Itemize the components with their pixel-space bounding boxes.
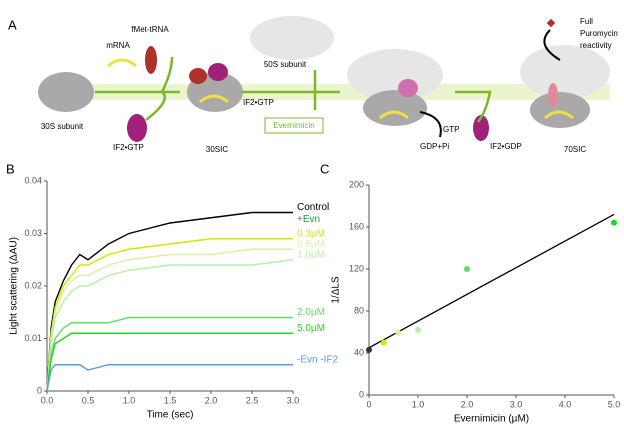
- ribosome-30s: [38, 72, 94, 112]
- y-tick-label: 160: [349, 221, 364, 231]
- diagram-label: fMet-tRNA: [131, 25, 169, 34]
- diagram-label: GDP+Pi: [420, 142, 449, 151]
- y-tick-label: 0.04: [24, 175, 42, 185]
- y-tick-label: 80: [354, 305, 364, 315]
- ribosome-50s: [250, 16, 334, 60]
- line: [46, 259, 294, 392]
- x-tick-label: 1.5: [164, 395, 177, 405]
- diagram-label: 30SIC: [206, 145, 228, 154]
- mrna-icon: [544, 110, 574, 120]
- diagram-label: IF2•GTP: [243, 98, 274, 107]
- point: [464, 266, 470, 272]
- x-tick-label: 2.0: [461, 399, 474, 409]
- x-tick-label: 3.0: [510, 399, 523, 409]
- panel-label: A: [8, 17, 17, 32]
- y-tick-label: 0.01: [24, 333, 42, 343]
- x-axis-label: Time (sec): [147, 410, 194, 421]
- y-tick-label: 0.02: [24, 280, 42, 290]
- trna-icon: [548, 83, 558, 107]
- line: [46, 364, 293, 392]
- x-tick-label: 4.0: [559, 399, 572, 409]
- trna-icon: [145, 46, 157, 74]
- puromycin-icon: [546, 18, 556, 28]
- annotation: +Evn: [297, 214, 320, 225]
- diagram-label: GTP: [443, 125, 459, 134]
- x-tick-label: 2.0: [205, 395, 218, 405]
- line: [46, 332, 293, 392]
- y-axis-label: 1/ΔLS: [331, 276, 342, 304]
- diagram-label: Full: [580, 17, 593, 26]
- line: [46, 316, 293, 392]
- x-tick-label: 1.0: [412, 399, 425, 409]
- diagram-label: reactivity: [580, 41, 612, 50]
- series-label: 0.3µM: [297, 228, 325, 239]
- x-tick-label: 2.5: [246, 395, 259, 405]
- x-tick-label: 0.0: [41, 395, 54, 405]
- ribosome-30s-bound: [363, 90, 427, 126]
- line: [46, 238, 293, 392]
- if2-icon: [208, 63, 228, 81]
- line: [46, 248, 293, 392]
- y-tick-label: 0.03: [24, 228, 42, 238]
- diagram-label: 70SIC: [564, 145, 586, 154]
- diagram-label: Evernimicin: [273, 121, 314, 130]
- x-axis-label: Evernimicin (µM): [454, 414, 529, 425]
- series-label: -Evn -IF2: [297, 354, 339, 365]
- diagram-label: 50S subunit: [264, 60, 307, 69]
- series-label: Control: [297, 202, 329, 213]
- mrna-icon: [379, 110, 409, 120]
- point: [611, 219, 617, 226]
- diagram: A mRNA fMet-tRNA 30S subunit IF2•GTP 30S…: [8, 16, 618, 154]
- x-tick-label: 3.0: [287, 395, 300, 405]
- series-label: 1.0µM: [297, 249, 325, 260]
- diagram-label: Puromycin: [580, 29, 618, 38]
- series-label: 0.6µM: [297, 239, 325, 250]
- y-tick-label: 120: [349, 263, 364, 273]
- mrna-icon: [199, 94, 229, 104]
- if2-icon: [473, 115, 489, 141]
- trna-icon: [189, 68, 207, 84]
- point: [395, 330, 402, 337]
- y-tick-label: 0: [359, 389, 364, 399]
- reaction-arrow: [543, 29, 561, 61]
- y-tick-label: 40: [354, 347, 364, 357]
- x-tick-label: 1.0: [123, 395, 136, 405]
- if2-icon: [127, 114, 147, 142]
- diagram-label: 30S subunit: [41, 122, 84, 131]
- point: [415, 326, 421, 333]
- x-tick-label: 0: [366, 399, 371, 409]
- point: [366, 346, 372, 353]
- arrows: [95, 56, 492, 123]
- y-tick-label: 200: [349, 179, 364, 189]
- trend-line: [368, 213, 615, 349]
- if2-icon: [398, 79, 418, 97]
- ribosome-70s-large: [520, 45, 610, 99]
- diagram-label: IF2•GTP: [113, 143, 144, 152]
- series-label: 5.0µM: [297, 323, 325, 334]
- x-tick-label: 5.0: [608, 399, 621, 409]
- diagram-label: mRNA: [106, 41, 130, 50]
- mrna-icon: [107, 58, 137, 68]
- panel-label: B: [6, 161, 15, 176]
- y-tick-label: 0: [37, 385, 42, 395]
- ribosome-50s-bound: [347, 49, 443, 101]
- y-axis-label: Light scattering (ΔAU): [9, 237, 20, 335]
- ribosome-70s-small: [530, 92, 590, 128]
- inhibitor-box: [264, 117, 324, 134]
- x-tick-label: 0.5: [82, 395, 95, 405]
- series-label: 2.0µM: [297, 307, 325, 318]
- gtp-arrow: [419, 111, 442, 138]
- point: [380, 339, 387, 346]
- panel-label: C: [320, 161, 329, 176]
- diagram-label: IF2•GDP: [490, 142, 522, 151]
- line: [46, 211, 293, 392]
